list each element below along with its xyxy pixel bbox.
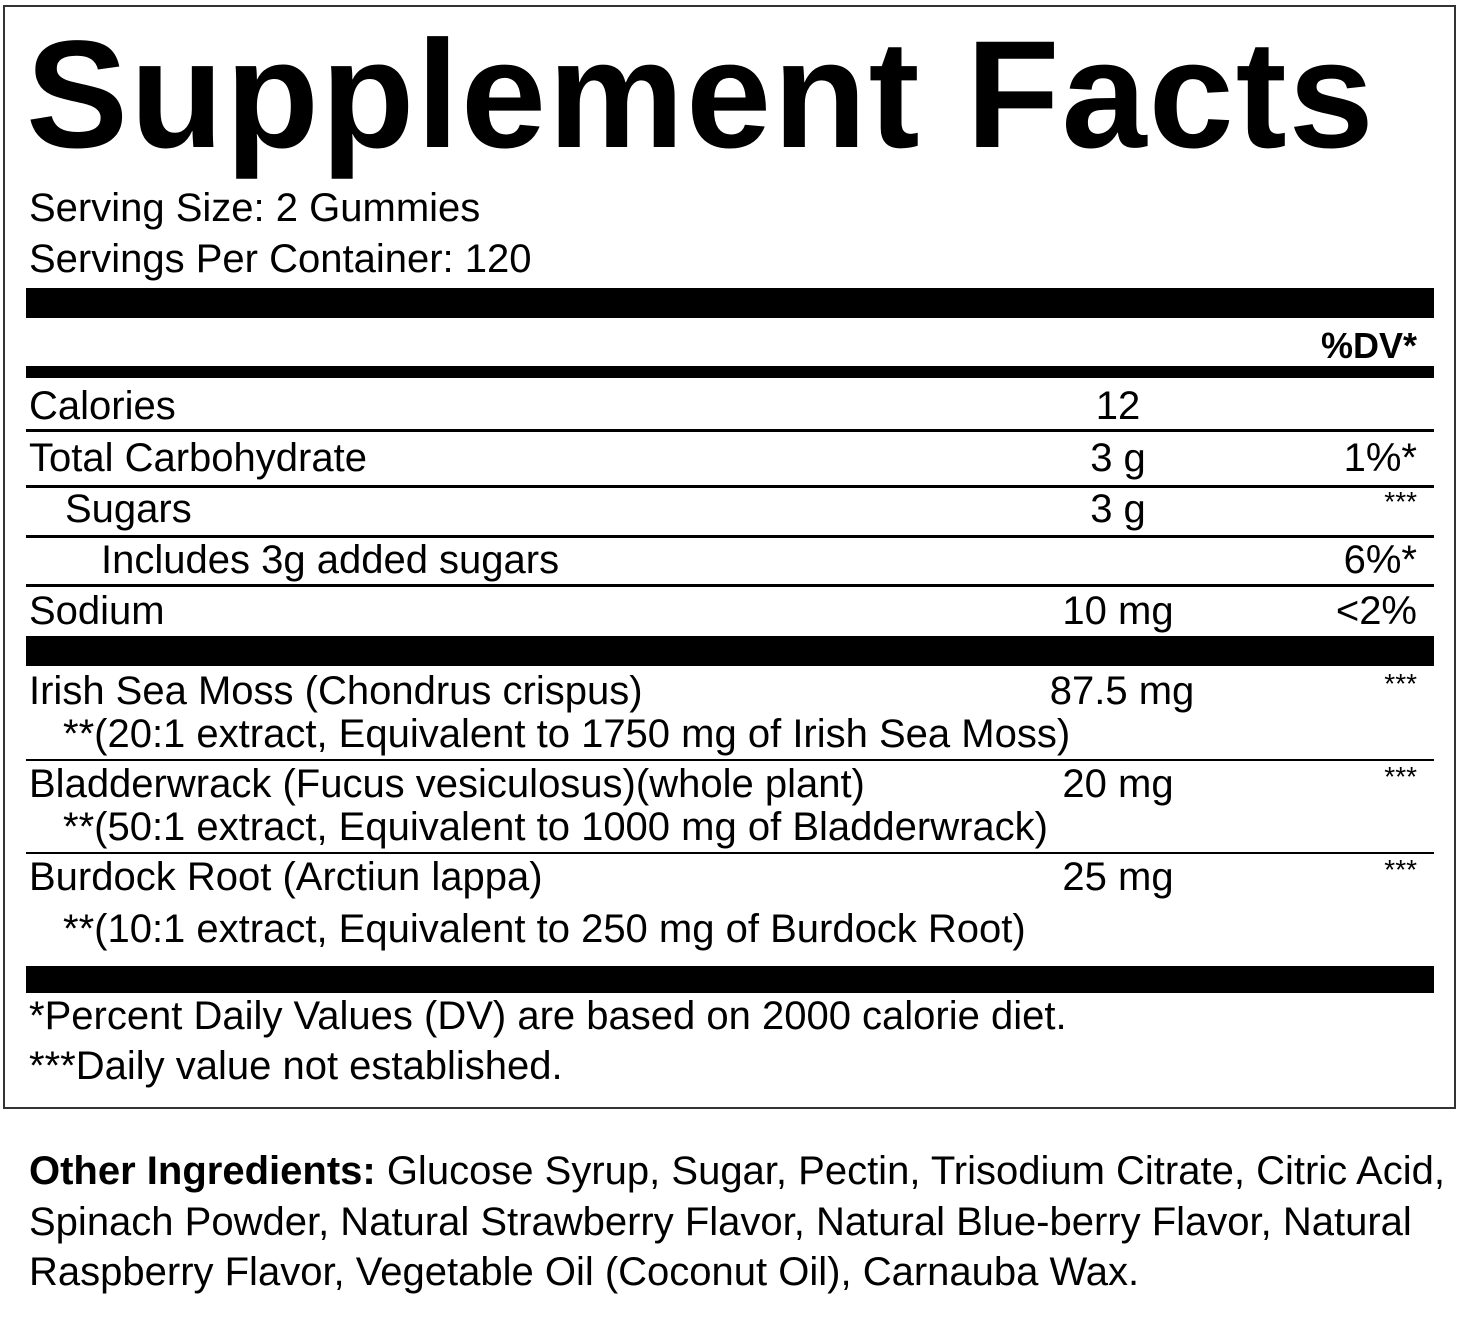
ingredient-name: Bladderwrack (Fucus vesiculosus)(whole p…	[29, 762, 865, 806]
divider	[26, 366, 1434, 378]
ingredient-amount: 87.5 mg	[1049, 669, 1195, 713]
ingredient-note: **(20:1 extract, Equivalent to 1750 mg o…	[63, 712, 1071, 756]
ingredient-dv: ***	[1384, 761, 1417, 792]
other-ingredients-label: Other Ingredients:	[29, 1149, 376, 1193]
nutrient-name: Sugars	[65, 487, 192, 531]
nutrient-name: Includes 3g added sugars	[101, 538, 560, 582]
ingredient-amount: 25 mg	[1062, 855, 1174, 899]
ingredient-name: Burdock Root (Arctiun lappa)	[29, 855, 543, 899]
row-divider	[26, 759, 1434, 761]
serving-size: Serving Size: 2 Gummies	[29, 186, 481, 230]
nutrient-amount: 3 g	[1090, 436, 1146, 480]
nutrient-amount: 12	[1095, 384, 1141, 428]
thick-divider	[26, 288, 1434, 318]
nutrient-dv: 6%*	[1343, 538, 1417, 582]
ingredient-amount: 20 mg	[1062, 762, 1174, 806]
nutrient-dv: ***	[1384, 486, 1417, 517]
nutrient-name: Total Carbohydrate	[29, 436, 367, 480]
ingredient-dv: ***	[1384, 668, 1417, 699]
panel-title: Supplement Facts	[26, 9, 1376, 180]
ingredient-name: Irish Sea Moss (Chondrus crispus)	[29, 669, 643, 713]
other-ingredients: Other Ingredients: Glucose Syrup, Sugar,…	[29, 1146, 1449, 1298]
nutrient-amount: 3 g	[1090, 487, 1146, 531]
thick-divider	[26, 966, 1434, 993]
other-ingredients-text: Glucose Syrup, Sugar, Pectin, Trisodium …	[29, 1149, 1445, 1294]
nutrient-dv: <2%	[1335, 589, 1417, 633]
nutrient-dv: 1%*	[1343, 436, 1417, 480]
footnote-dv: *Percent Daily Values (DV) are based on …	[29, 994, 1067, 1038]
footnote-not-established: ***Daily value not established.	[29, 1044, 563, 1088]
dv-header: %DV*	[1320, 325, 1417, 366]
supplement-facts-panel	[3, 5, 1456, 1109]
row-divider	[26, 535, 1434, 538]
nutrient-name: Sodium	[29, 589, 165, 633]
nutrient-name: Calories	[29, 384, 176, 428]
ingredient-note: **(50:1 extract, Equivalent to 1000 mg o…	[63, 805, 1048, 849]
row-divider	[26, 485, 1434, 488]
nutrient-amount: 10 mg	[1062, 589, 1174, 633]
row-divider	[26, 584, 1434, 587]
thick-divider	[26, 636, 1434, 666]
row-divider	[26, 429, 1434, 432]
ingredient-dv: ***	[1384, 854, 1417, 885]
row-divider	[26, 852, 1434, 854]
servings-per-container: Servings Per Container: 120	[29, 237, 532, 281]
ingredient-note: **(10:1 extract, Equivalent to 250 mg of…	[63, 907, 1026, 951]
